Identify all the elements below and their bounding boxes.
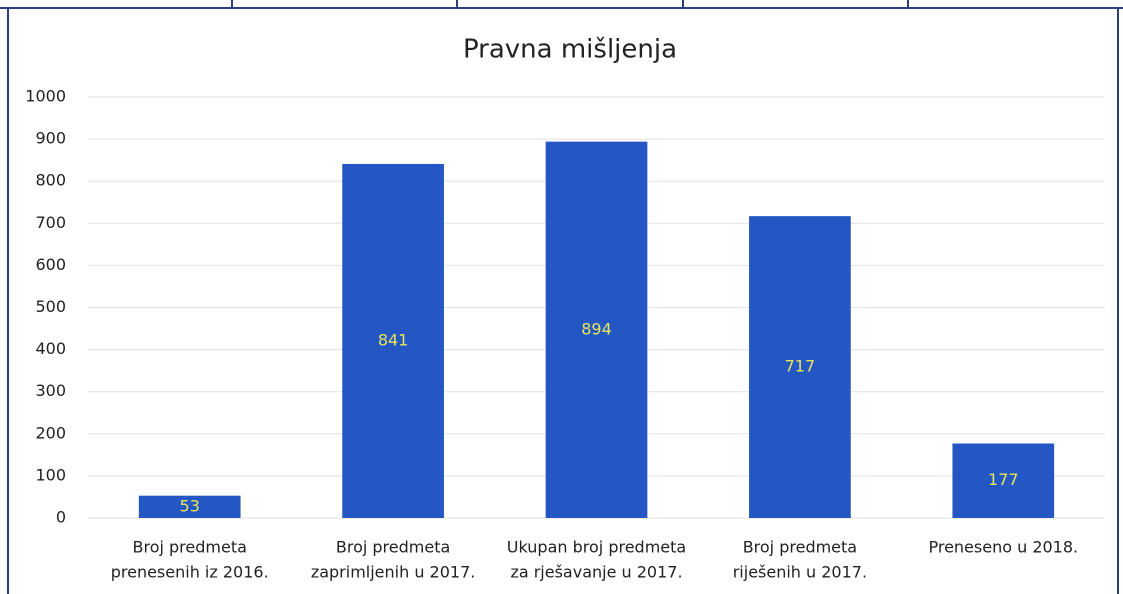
x-tick-label: riješenih u 2017. xyxy=(733,563,867,582)
x-tick-label: Broj predmeta xyxy=(132,538,246,557)
value-label: 53 xyxy=(180,496,200,515)
bar xyxy=(952,443,1055,518)
y-tick-label: 500 xyxy=(35,297,66,316)
y-tick-label: 400 xyxy=(35,339,66,358)
y-tick-label: 700 xyxy=(35,213,66,232)
x-tick-label: Ukupan broj predmeta xyxy=(507,538,686,557)
value-label: 177 xyxy=(988,470,1019,489)
y-tick-label: 0 xyxy=(56,508,66,527)
value-label: 841 xyxy=(378,330,409,349)
chart-title: Pravna mišljenja xyxy=(463,35,677,65)
bar xyxy=(749,216,851,518)
value-label: 894 xyxy=(581,319,612,338)
y-tick-label: 800 xyxy=(35,171,66,190)
x-tick-label: prenesenih iz 2016. xyxy=(111,563,269,582)
x-tick-label: Broj predmeta xyxy=(336,538,450,557)
bar xyxy=(545,141,648,518)
y-tick-label: 900 xyxy=(35,129,66,148)
x-tick-label: Broj predmeta xyxy=(743,538,857,557)
x-tick-label: za rješavanje u 2017. xyxy=(510,563,682,582)
value-label: 717 xyxy=(785,357,816,376)
y-tick-label: 300 xyxy=(35,381,66,400)
y-tick-label: 600 xyxy=(35,255,66,274)
x-tick-label: zaprimljenih u 2017. xyxy=(311,563,476,582)
y-tick-label: 100 xyxy=(35,465,66,484)
bar xyxy=(138,495,241,518)
x-tick-label: Preneseno u 2018. xyxy=(928,538,1078,557)
y-tick-label: 200 xyxy=(35,423,66,442)
y-tick-label: 1000 xyxy=(25,87,66,106)
bar xyxy=(342,163,444,518)
